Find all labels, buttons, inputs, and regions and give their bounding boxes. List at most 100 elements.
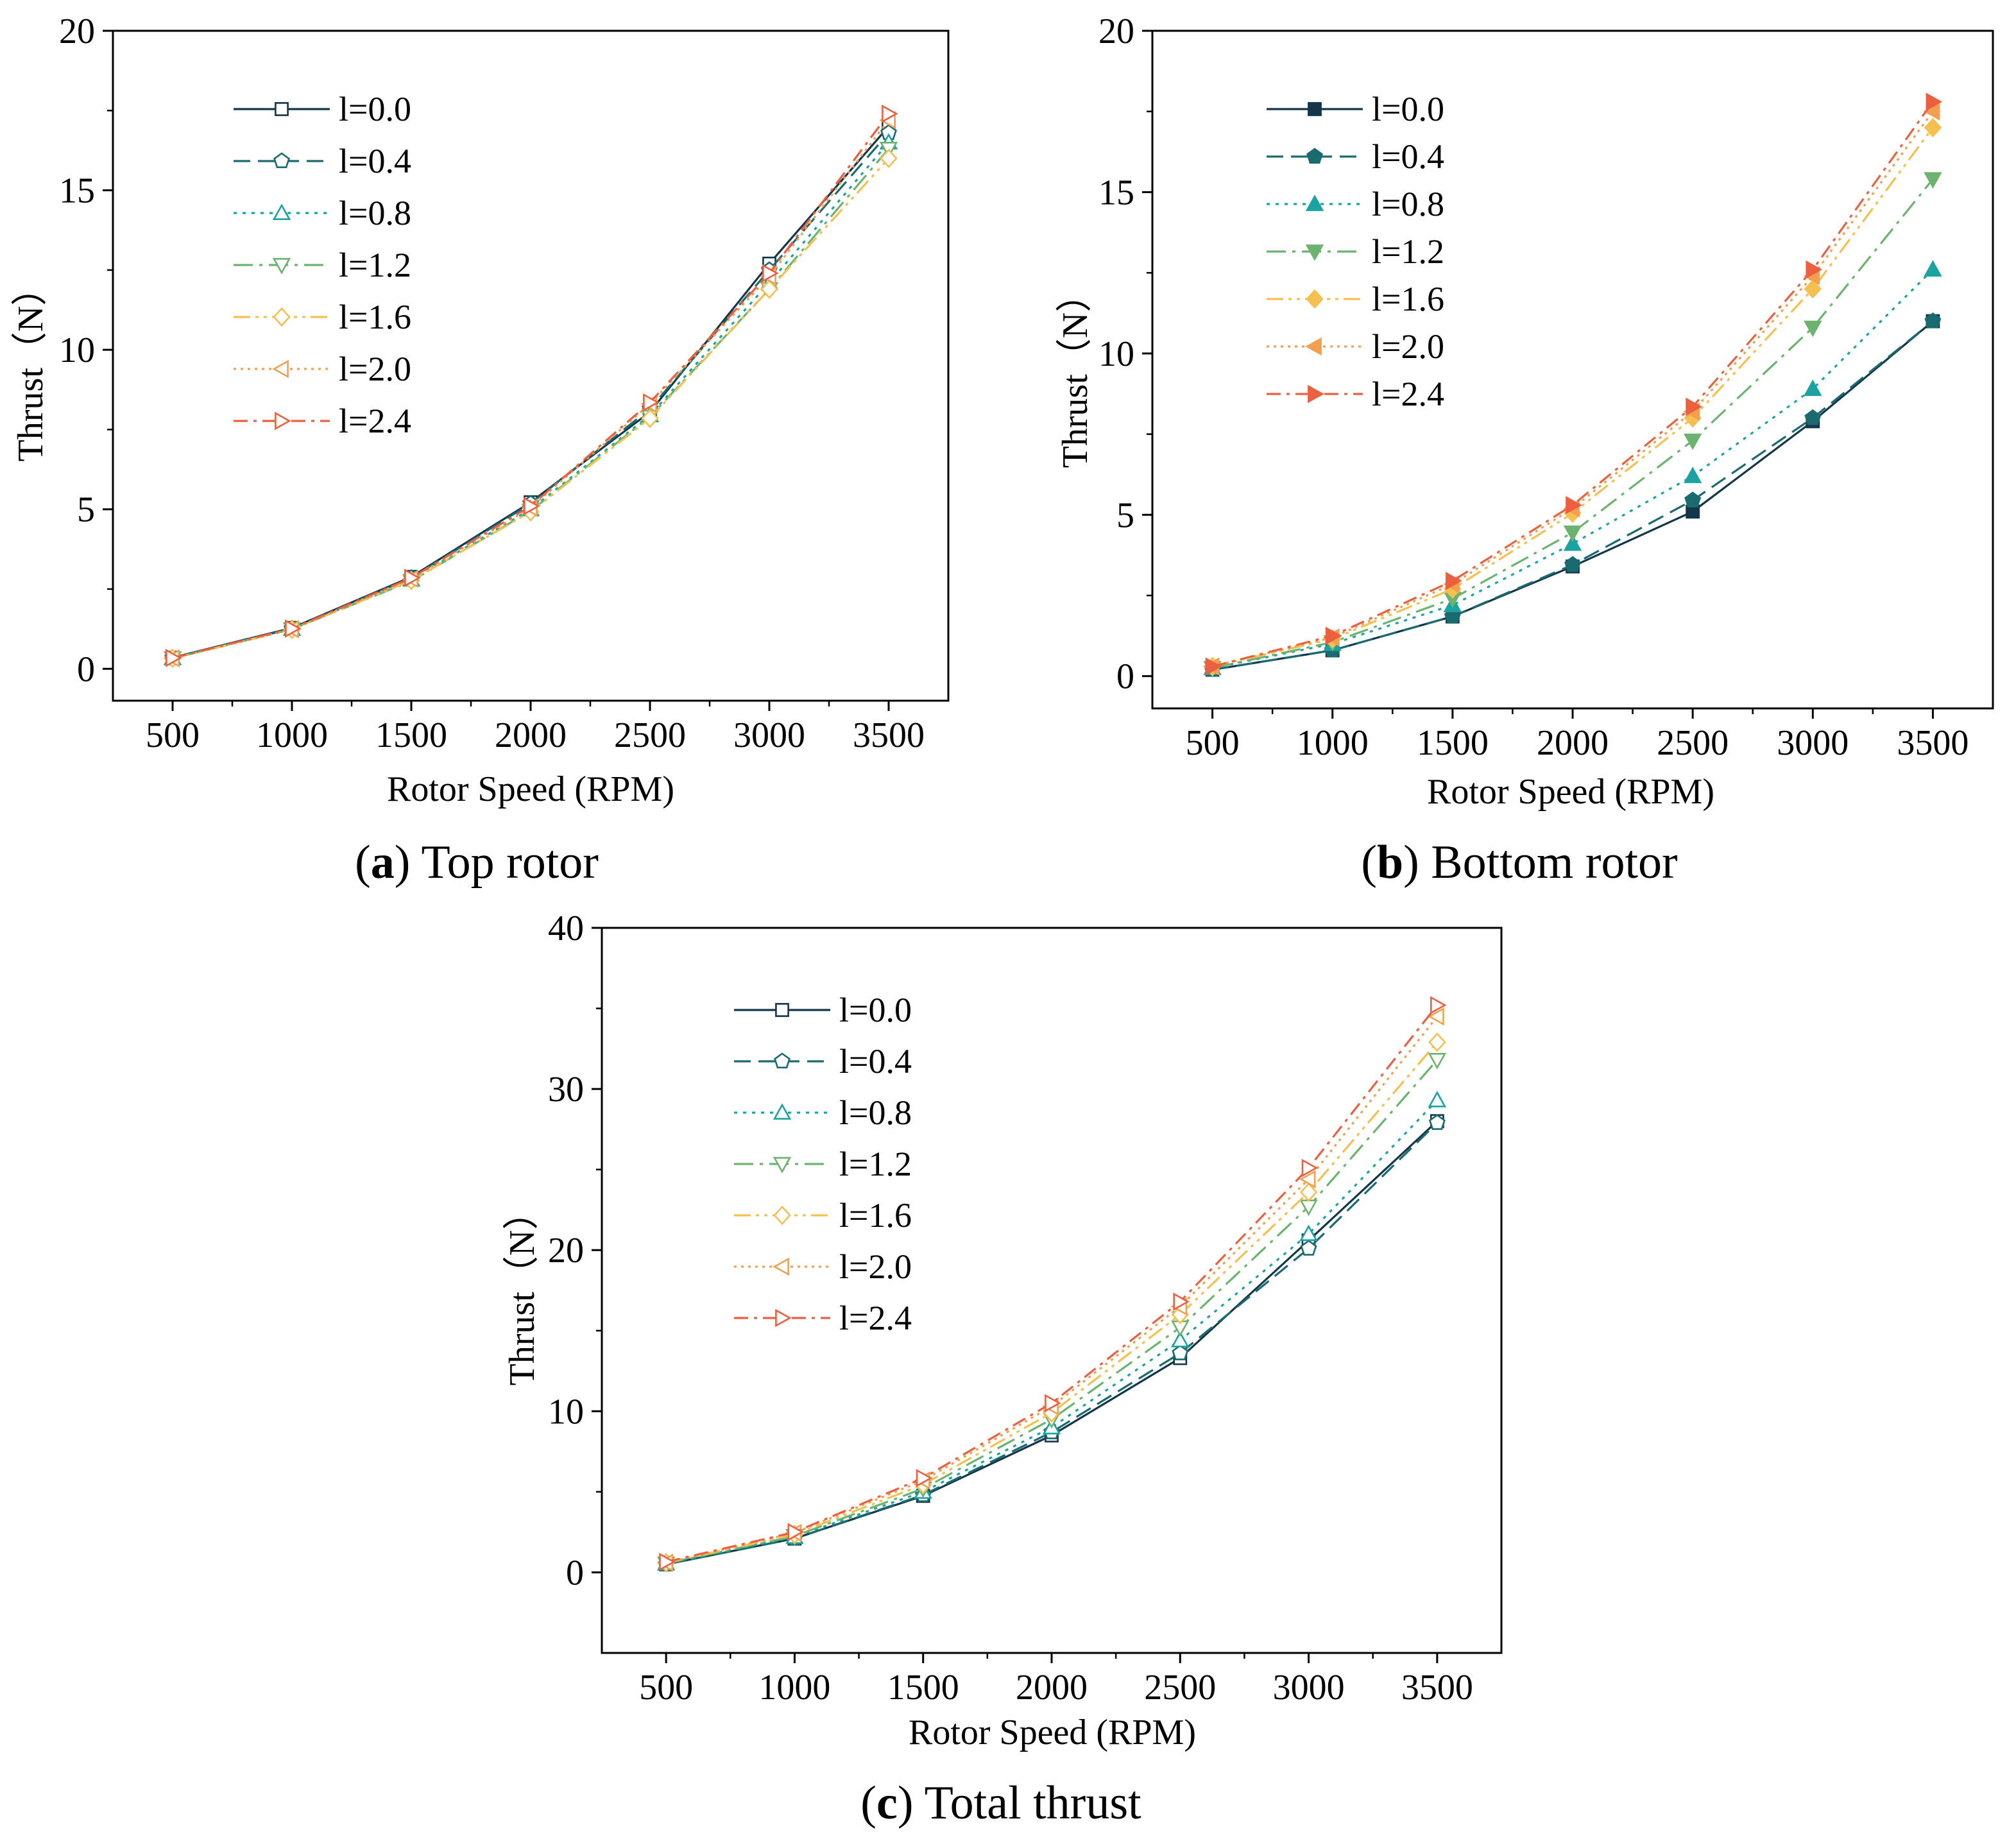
y-axis-title: Thrust（N） xyxy=(11,270,51,462)
data-point-marker xyxy=(1804,320,1822,338)
series-line xyxy=(1212,320,1934,671)
x-axis-title: Rotor Speed (RPM) xyxy=(387,769,674,809)
data-point-marker xyxy=(1299,1182,1318,1202)
y-tick-label: 10 xyxy=(1098,334,1134,374)
legend-entry: l=0.0 xyxy=(234,90,411,128)
y-tick-label: 20 xyxy=(1098,12,1134,51)
series-line xyxy=(665,1004,1439,1563)
chart-panel-bottom-rotor: 500 1000 1500 2000 2500 3000 3500 0 5 10 15 20 l=0.… xyxy=(1055,12,1994,889)
y-tick-label: 30 xyxy=(548,1070,584,1109)
data-point-marker xyxy=(1325,626,1342,646)
data-point-marker xyxy=(916,1469,933,1487)
x-tick-label: 3000 xyxy=(1273,1668,1345,1707)
legend-label: l=2.4 xyxy=(839,1299,912,1337)
data-point-marker xyxy=(1430,996,1447,1014)
x-tick-label: 3000 xyxy=(1777,723,1849,763)
series-l=0.0 xyxy=(1205,314,1940,677)
data-point-marker xyxy=(1445,572,1462,590)
y-tick-label: 0 xyxy=(566,1553,584,1593)
x-tick-label: 3500 xyxy=(1401,1668,1473,1707)
data-point-marker xyxy=(285,619,302,638)
data-point-marker xyxy=(1926,92,1943,111)
legend-marker xyxy=(773,1205,791,1226)
data-point-marker xyxy=(166,649,182,667)
data-point-marker xyxy=(1172,1344,1189,1360)
panel-caption: (c) Total thrust xyxy=(860,1777,1141,1829)
legend-marker xyxy=(1308,102,1322,116)
data-point-marker xyxy=(1683,433,1702,450)
x-tick-label: 1000 xyxy=(1297,723,1369,763)
x-tick-label: 2500 xyxy=(1144,1668,1216,1707)
series-l=0.8 xyxy=(1203,260,1942,676)
y-tick-label: 0 xyxy=(77,649,95,689)
data-point-marker xyxy=(643,393,660,412)
data-point-marker xyxy=(1806,260,1822,279)
series-l=0.8 xyxy=(163,133,898,665)
legend-entry: l=2.0 xyxy=(734,1247,912,1286)
panel-caption: (b) Bottom rotor xyxy=(1361,836,1677,889)
caption-letter: c xyxy=(876,1777,898,1829)
legend-label: l=0.8 xyxy=(339,194,411,232)
series-l=1.2 xyxy=(163,142,898,668)
x-tick-label: 3500 xyxy=(853,715,925,755)
x-tick-label: 500 xyxy=(1186,723,1240,763)
data-point-marker xyxy=(1924,117,1942,137)
data-point-marker xyxy=(1923,102,1940,121)
x-tick-label: 500 xyxy=(639,1668,693,1707)
x-tick-label: 500 xyxy=(146,715,200,755)
legend-label: l=1.6 xyxy=(1372,280,1444,318)
caption-text: Total thrust xyxy=(925,1777,1141,1829)
x-tick-label: 1000 xyxy=(758,1668,830,1707)
x-tick-label: 2500 xyxy=(614,715,686,755)
data-point-marker xyxy=(1428,1091,1447,1108)
data-point-marker xyxy=(1171,1331,1190,1348)
x-axis-title: Rotor Speed (RPM) xyxy=(909,1713,1196,1752)
data-point-marker xyxy=(1566,495,1582,515)
legend-marker xyxy=(1305,194,1324,211)
y-tick-label: 20 xyxy=(548,1231,584,1270)
legend-entry: l=1.2 xyxy=(734,1145,912,1183)
data-point-marker xyxy=(1686,397,1702,416)
legend-marker xyxy=(272,203,291,220)
legend-label: l=2.4 xyxy=(1372,375,1444,413)
data-point-marker xyxy=(1300,1240,1317,1256)
legend-entry: l=0.4 xyxy=(1267,137,1444,176)
legend-marker xyxy=(775,1003,789,1017)
legend-entry: l=0.0 xyxy=(734,991,912,1029)
data-point-marker xyxy=(1444,608,1461,624)
series-line xyxy=(172,113,890,659)
legend-label: l=1.6 xyxy=(839,1196,912,1235)
legend-marker xyxy=(273,307,291,327)
legend-entry: l=2.4 xyxy=(234,402,411,440)
legend-marker xyxy=(1308,384,1324,404)
legend-marker xyxy=(275,102,289,116)
series-l=2.4 xyxy=(1205,92,1943,676)
legend-entry: l=0.8 xyxy=(1267,185,1444,223)
data-point-marker xyxy=(659,1552,676,1571)
x-axis-title: Rotor Speed (RPM) xyxy=(1427,772,1714,812)
y-axis-title: Thrust（N） xyxy=(1055,277,1095,468)
data-point-marker xyxy=(1173,1292,1190,1311)
data-point-marker xyxy=(1299,1199,1318,1217)
legend-entry: l=0.8 xyxy=(234,194,411,232)
legend-label: l=2.0 xyxy=(839,1247,912,1286)
data-point-marker xyxy=(1428,1007,1444,1026)
legend-marker xyxy=(275,411,291,431)
data-point-marker xyxy=(1563,526,1582,542)
series-line xyxy=(665,1041,1439,1564)
legend-label: l=0.4 xyxy=(339,142,411,180)
legend-label: l=0.0 xyxy=(1372,90,1444,128)
legend-entry: l=0.8 xyxy=(734,1093,912,1132)
series-l=0.4 xyxy=(164,124,897,665)
plot-frame xyxy=(601,927,1503,1654)
x-tick-label: 2000 xyxy=(495,715,567,755)
series-l=0.4 xyxy=(658,1114,1446,1571)
legend-marker xyxy=(272,359,289,379)
series-line xyxy=(665,1059,1439,1565)
caption-text: Top rotor xyxy=(422,836,599,889)
data-point-marker xyxy=(1299,1170,1316,1188)
x-tick-label: 1500 xyxy=(1417,723,1489,763)
legend-label: l=0.4 xyxy=(839,1042,912,1081)
data-point-marker xyxy=(880,148,898,168)
